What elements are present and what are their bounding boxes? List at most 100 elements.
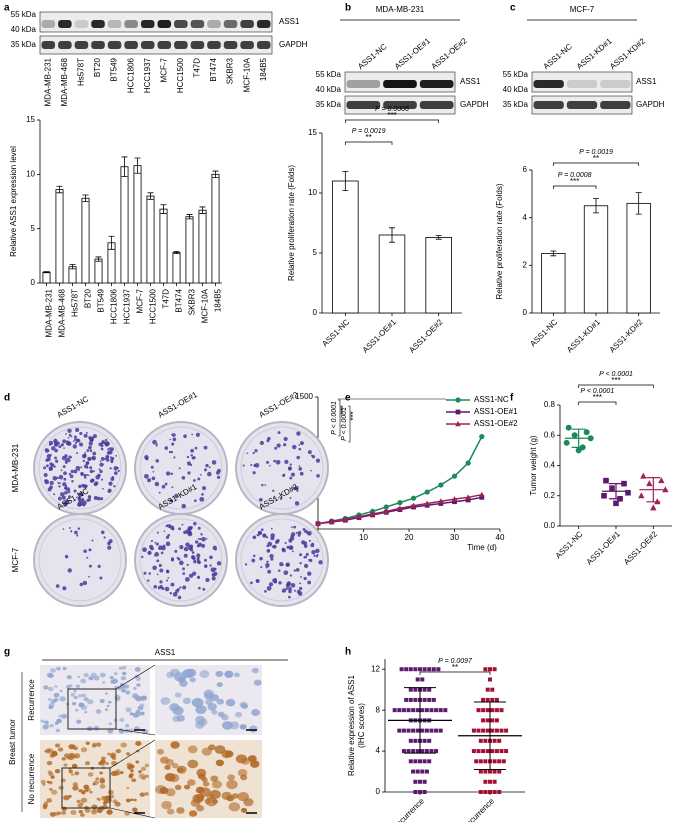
point: [397, 728, 402, 733]
cell: [209, 694, 219, 702]
colony: [44, 479, 48, 483]
colony: [199, 496, 205, 502]
point-row: [415, 677, 425, 682]
point: [492, 779, 497, 784]
colony: [199, 538, 202, 541]
cell: [70, 693, 76, 697]
x-tick-label: 30: [450, 533, 459, 542]
colony: [178, 527, 181, 531]
cell: [99, 784, 106, 789]
colony: [153, 584, 158, 589]
point-row: [413, 779, 427, 784]
point-row: [483, 667, 497, 672]
colony: [49, 480, 54, 486]
point: [488, 667, 492, 672]
plate-rim: [139, 518, 223, 602]
point-row: [483, 779, 497, 784]
point: [478, 790, 483, 794]
bracket: [578, 401, 617, 405]
y-tick-label: 0.6: [544, 430, 556, 439]
colony: [250, 581, 253, 585]
point: [563, 439, 570, 446]
cell: [108, 722, 113, 726]
p-value: P < 0.0001: [599, 371, 633, 378]
colony: [279, 562, 284, 567]
p-value: P = 0.0019: [579, 149, 613, 156]
point: [478, 769, 483, 774]
cell: [136, 683, 141, 687]
point: [485, 728, 490, 733]
cell: [51, 750, 58, 756]
y-tick-label: 1500: [295, 392, 313, 401]
band: [91, 41, 105, 49]
point: [434, 728, 439, 733]
point: [481, 708, 486, 713]
point: [488, 779, 492, 784]
colony: [259, 556, 263, 561]
band: [600, 101, 631, 109]
colony: [108, 481, 113, 486]
cell: [83, 672, 89, 678]
colony: [181, 475, 186, 480]
colony: [295, 531, 298, 534]
colony: [156, 443, 158, 445]
error-bar: [95, 256, 102, 262]
colony: [165, 535, 170, 539]
cell: [44, 720, 49, 725]
legend-label: ASS1-NC: [474, 395, 509, 404]
cell: [125, 798, 131, 803]
colony: [293, 569, 297, 572]
cell: [174, 784, 182, 791]
lane-label: 184B5: [259, 57, 268, 81]
cell: [58, 714, 62, 718]
colony: [272, 578, 277, 583]
colony: [275, 459, 281, 465]
colony: [141, 555, 144, 559]
cell: [133, 798, 137, 802]
colony: [111, 476, 115, 479]
colony: [81, 453, 87, 459]
kda-marker: 40 kDa: [11, 25, 37, 34]
protein-label: ASS1: [279, 17, 300, 26]
cell: [172, 763, 179, 769]
cell: [144, 763, 150, 768]
colony: [49, 453, 52, 457]
colony: [88, 445, 92, 450]
lane-label: ASS1-KD#2: [608, 36, 647, 71]
error-bar: [121, 156, 128, 177]
cell: [111, 678, 119, 684]
point: [422, 759, 427, 764]
cell: [75, 684, 80, 689]
cell: [191, 697, 204, 708]
panel-letter: b: [345, 3, 351, 14]
point: [613, 500, 619, 507]
cell: [225, 750, 234, 758]
y-tick-label: 5: [31, 224, 36, 233]
cell: [138, 770, 142, 774]
cell: [128, 774, 133, 779]
colony: [209, 564, 212, 567]
colony: [54, 448, 58, 453]
point: [488, 677, 492, 682]
colony: [288, 595, 291, 599]
p-value: P = 0.0008: [558, 172, 592, 179]
colony: [68, 433, 72, 437]
colony: [62, 439, 67, 444]
point: [483, 769, 488, 774]
bracket: [552, 162, 640, 166]
colony: [113, 466, 118, 471]
band: [240, 41, 254, 49]
x-tick-label: T47D: [162, 289, 171, 309]
colony: [155, 542, 159, 546]
cell: [121, 665, 127, 670]
point: [410, 495, 417, 501]
x-tick-label: MDA-MB-468: [58, 288, 67, 337]
colony: [55, 459, 59, 463]
colony: [83, 476, 87, 479]
colony: [311, 542, 314, 545]
band: [58, 20, 72, 28]
colony: [67, 490, 71, 494]
point: [494, 749, 499, 754]
cell: [124, 723, 130, 728]
cell: [59, 696, 66, 702]
